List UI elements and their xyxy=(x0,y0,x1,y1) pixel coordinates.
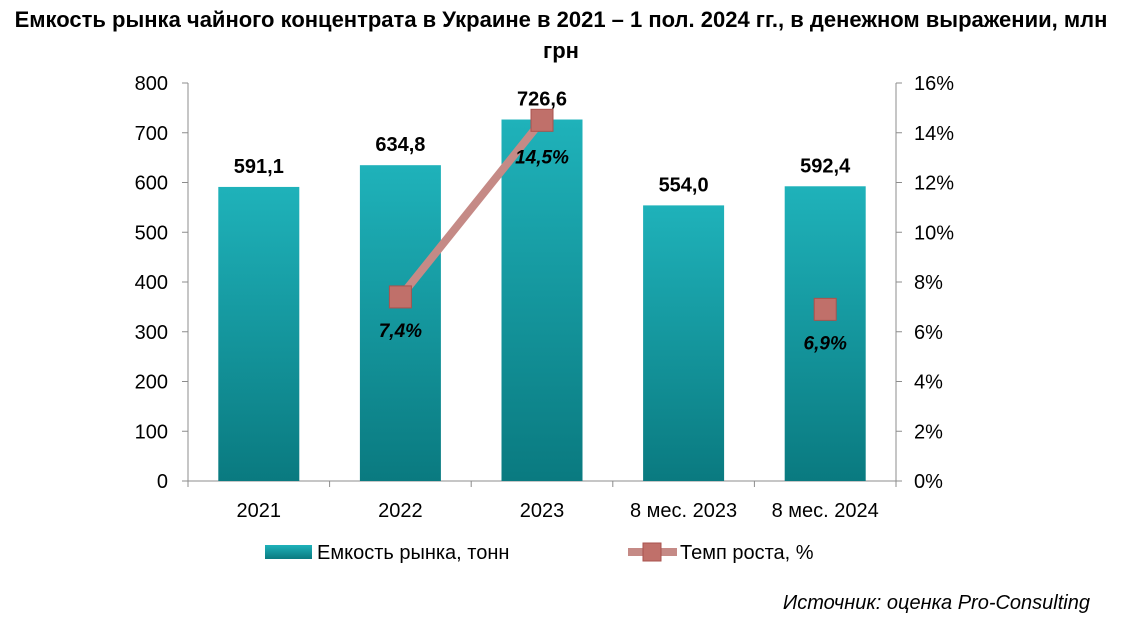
chart-title: Емкость рынка чайного концентрата в Укра… xyxy=(14,7,1108,63)
y-left-tick-label: 600 xyxy=(135,173,168,195)
y-left-tick-label: 300 xyxy=(135,322,168,344)
x-tick-label: 8 мес. 2023 xyxy=(630,500,737,522)
bar xyxy=(359,165,441,481)
y-left-tick-label: 0 xyxy=(157,471,168,493)
bar-value-label: 634,8 xyxy=(375,134,425,156)
x-tick-label: 2022 xyxy=(378,500,423,522)
bar xyxy=(218,186,300,482)
y-left-tick-label: 500 xyxy=(135,222,168,244)
rate-series xyxy=(388,108,837,321)
y-left-tick-label: 800 xyxy=(135,73,168,95)
y-right-tick-label: 14% xyxy=(914,123,954,145)
x-tick-label: 2023 xyxy=(520,500,565,522)
y-right-tick-label: 8% xyxy=(914,272,943,294)
y-right-tick-label: 2% xyxy=(914,421,943,443)
rate-marker xyxy=(530,108,554,132)
bar-value-label: 591,1 xyxy=(234,156,284,178)
bar xyxy=(784,186,866,481)
rate-marker xyxy=(388,285,412,309)
bar-value-label: 554,0 xyxy=(659,174,709,196)
source-note: Источник: оценка Pro-Consulting xyxy=(782,592,1090,614)
y-right-tick-label: 10% xyxy=(914,222,954,244)
x-tick-label: 2021 xyxy=(237,500,282,522)
y-right-tick-label: 16% xyxy=(914,73,954,95)
rate-value-label: 14,5% xyxy=(515,147,569,168)
legend-swatch-bar xyxy=(265,545,312,559)
bar-value-label: 592,4 xyxy=(800,155,851,177)
axes: 0 100 200 300 400 500 600 700 800 0% 2% 4% 6% 8% 10% 12… xyxy=(135,73,955,522)
rate-value-label: 6,9% xyxy=(804,333,847,354)
bar-value-labels: 591,1 634,8 726,6 554,0 592,4 xyxy=(234,89,851,197)
y-left-tick-label: 700 xyxy=(135,123,168,145)
legend-swatch-marker xyxy=(642,542,662,562)
y-left-tick-label: 200 xyxy=(135,372,168,394)
rate-marker xyxy=(813,297,837,321)
rate-line-segment xyxy=(396,116,546,301)
bar-value-label: 726,6 xyxy=(517,89,567,111)
bar xyxy=(501,119,583,481)
legend-label-bar: Емкость рынка, тонн xyxy=(317,542,509,564)
legend: Емкость рынка, тонн Темп роста, % xyxy=(265,542,814,564)
rate-value-labels: 7,4% 14,5% 6,9% xyxy=(379,147,847,354)
y-right-tick-label: 12% xyxy=(914,173,954,195)
legend-label-line: Темп роста, % xyxy=(680,542,814,564)
bar xyxy=(643,205,725,481)
bar-series xyxy=(218,119,866,482)
y-right-tick-label: 4% xyxy=(914,372,943,394)
rate-value-label: 7,4% xyxy=(379,321,422,342)
y-left-tick-label: 100 xyxy=(135,421,168,443)
y-left-tick-label: 400 xyxy=(135,272,168,294)
x-tick-label: 8 мес. 2024 xyxy=(772,500,879,522)
y-right-tick-label: 0% xyxy=(914,471,943,493)
y-right-tick-label: 6% xyxy=(914,322,943,344)
